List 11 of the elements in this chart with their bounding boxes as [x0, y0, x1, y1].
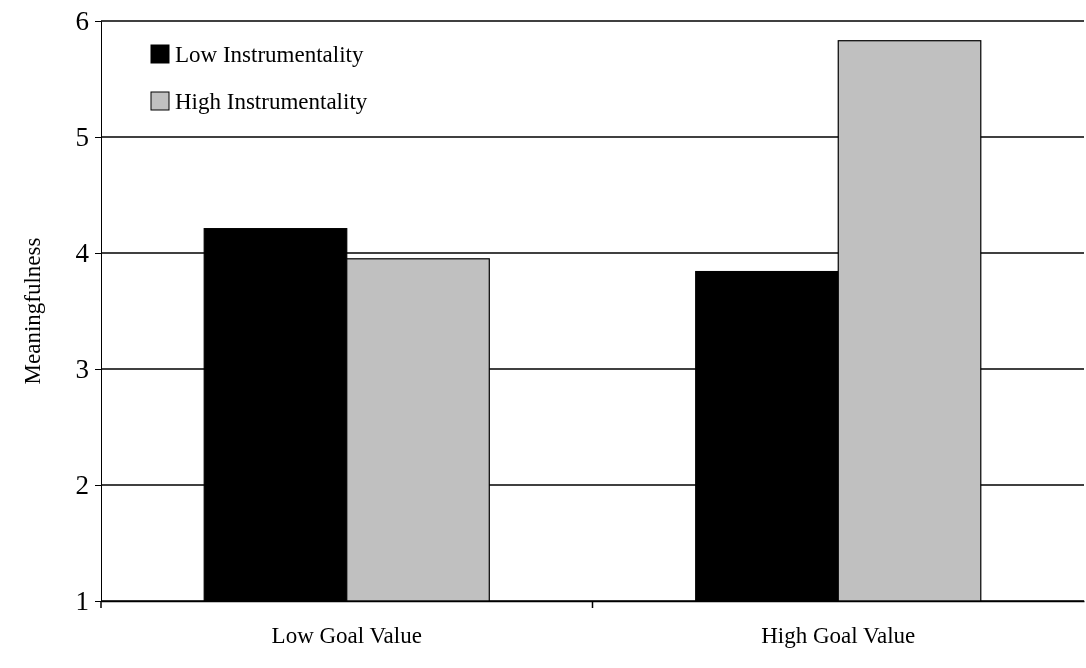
y-tick-label: 2 [75, 470, 89, 501]
y-tick-label: 4 [75, 238, 90, 269]
x-tick-label: Low Goal Value [271, 623, 422, 649]
y-axis-title: Meaningfulness [20, 237, 45, 385]
y-tick-label: 1 [75, 586, 89, 617]
x-tick-label: High Goal Value [761, 623, 916, 649]
y-tick-label: 3 [75, 354, 89, 385]
legend-label: High Instrumentality [175, 89, 368, 114]
y-tick-label: 6 [75, 6, 89, 37]
legend-label: Low Instrumentality [175, 42, 364, 67]
y-tick-label: 5 [75, 122, 89, 153]
